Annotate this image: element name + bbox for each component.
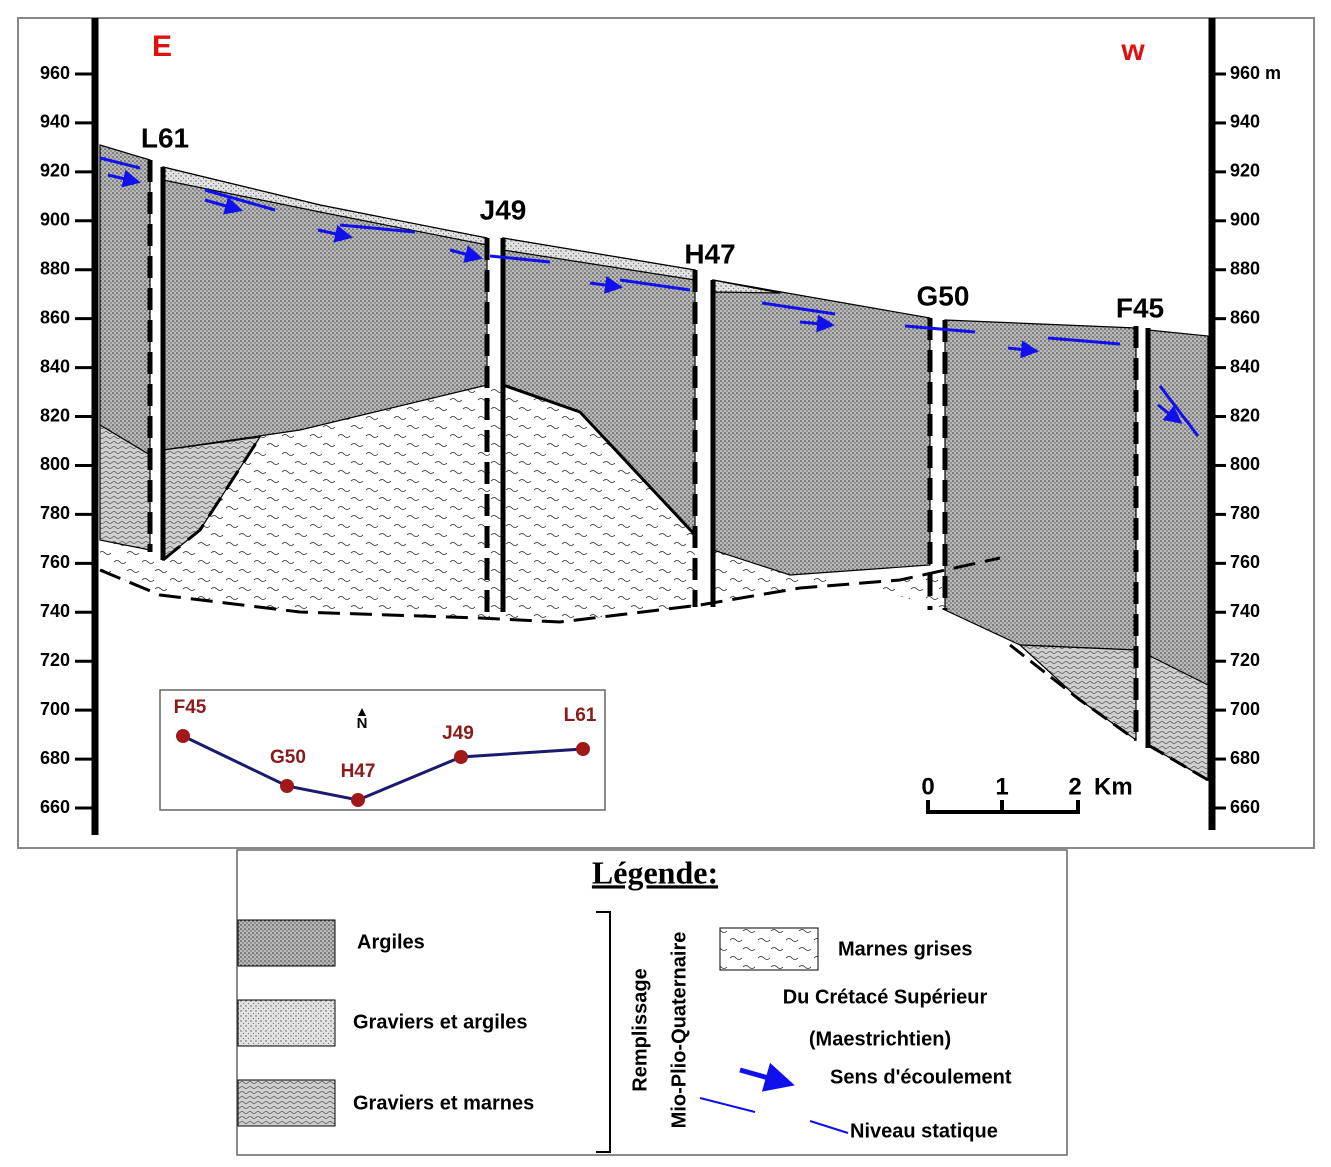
tick-label: 900 [1230,210,1260,230]
tick-label: 880 [40,258,70,278]
legend-title: Légende: [592,854,718,890]
inset-well: J49 [442,723,474,744]
inset-well: F45 [174,697,207,718]
tick-label: 820 [1230,405,1260,425]
tick-label: 740 [1230,601,1260,621]
well-label: G50 [917,280,970,311]
tick-label: 840 [1230,356,1260,376]
orientation-label: w [1120,34,1145,67]
tick-label: 960 [40,63,70,83]
scale-bar [928,800,1078,814]
well-label: J49 [480,194,527,225]
tick-label: 860 [40,307,70,327]
legend: Légende: Argiles Graviers et argiles Gra… [237,850,1067,1155]
tick-label: 900 [40,210,70,230]
legend-label: Graviers et marnes [353,1092,534,1114]
tick-label: 700 [1230,699,1260,719]
well-label: L61 [141,122,189,153]
tick-label: 960 m [1230,63,1281,83]
tick-label: 940 [40,112,70,132]
legend-label: Du Crétacé Supérieur [783,986,988,1008]
inset-well: G50 [270,747,306,768]
legend-label: (Maestrichtien) [809,1028,951,1050]
tick-label: 740 [40,601,70,621]
orientation-label: E [152,30,172,63]
legend-label: Niveau statique [850,1120,998,1142]
legend-label: Sens d'écoulement [830,1066,1012,1088]
scale-unit: Km [1094,773,1133,800]
scale-tick: 0 [921,773,934,800]
geology [100,145,1208,780]
tick-label: 760 [40,552,70,572]
well-label: H47 [684,238,735,269]
tick-label: 660 [40,797,70,817]
tick-label: 680 [40,748,70,768]
cross-section: 960 940 920 900 880 860 840 820 800 780 760 740 720 7… [0,0,1331,1167]
tick-label: 820 [40,405,70,425]
tick-label: 700 [40,699,70,719]
tick-label: 800 [40,454,70,474]
tick-label: 780 [1230,503,1260,523]
legend-label: Argiles [357,931,425,953]
tick-label: 760 [1230,552,1260,572]
inset-well: L61 [564,705,597,726]
scale-tick: 1 [995,773,1008,800]
tick-label: 800 [1230,454,1260,474]
tick-label: 780 [40,503,70,523]
inset-well: H47 [341,761,376,782]
tick-label: 940 [1230,112,1260,132]
tick-label: 840 [40,356,70,376]
tick-label: 720 [1230,650,1260,670]
inset-map: N F45 G50 H47 J49 L61 [160,690,605,810]
scale-tick: 2 [1068,773,1081,800]
legend-label: Graviers et argiles [353,1011,528,1033]
legend-label: Marnes grises [838,938,973,960]
north-label: N [357,715,368,732]
well-label: F45 [1116,292,1164,323]
tick-label: 860 [1230,307,1260,327]
tick-label: 880 [1230,258,1260,278]
tick-label: 920 [40,161,70,181]
tick-label: 680 [1230,748,1260,768]
group-label: Mio-Plio-Quaternaire [668,932,690,1129]
group-label: Remplissage [629,968,651,1091]
tick-label: 720 [40,650,70,670]
tick-label: 660 [1230,797,1260,817]
tick-label: 920 [1230,161,1260,181]
